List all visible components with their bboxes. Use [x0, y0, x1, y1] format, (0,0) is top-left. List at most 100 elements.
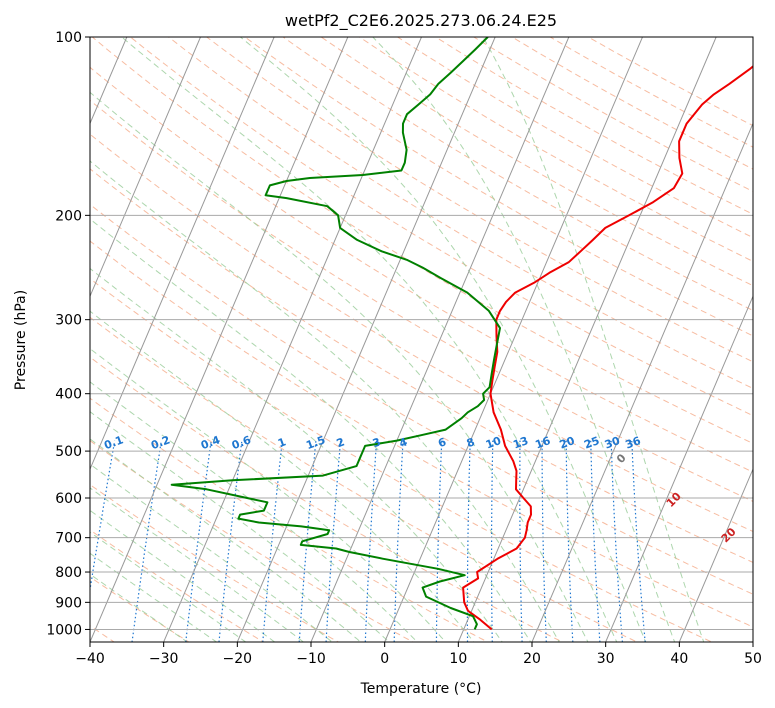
isotherm: [163, 37, 422, 642]
mixing-ratio-line: [519, 440, 523, 642]
dry-adiabat: [167, 37, 753, 389]
x-tick-label: −20: [223, 651, 253, 667]
dry-adiabat: [244, 37, 753, 337]
moist-adiabat: [90, 218, 532, 642]
x-tick-label: 20: [523, 651, 541, 667]
mixing-ratio-label: 30: [603, 434, 622, 452]
y-tick-label: 400: [55, 387, 82, 403]
isotherm: [678, 467, 753, 642]
mixing-ratio-label: 2: [335, 435, 347, 450]
dry-adiabat: [90, 529, 265, 642]
dry-adiabats: [90, 37, 753, 642]
mixing-ratio-line: [90, 440, 116, 594]
isotherm: [310, 37, 570, 642]
isotherms: [90, 37, 753, 642]
mixing-ratio-label: 0.2: [149, 433, 172, 452]
mixing-ratio-label: 1: [276, 435, 288, 450]
moist-adiabat: [90, 310, 475, 642]
line-labels: -100-90-80-70-60-50-40-30-20-10010203040…: [102, 433, 739, 545]
isotherm: [605, 295, 753, 642]
isotherm: [531, 122, 753, 642]
isotherm: [236, 37, 496, 642]
moist-adiabat: [90, 509, 276, 642]
moist-adiabat: [90, 411, 390, 642]
dry-adiabat: [90, 203, 753, 595]
dry-adiabat: [282, 37, 753, 312]
mixing-ratio-line: [131, 440, 162, 642]
y-tick-label: 500: [55, 444, 82, 460]
y-tick-label: 600: [55, 491, 82, 507]
mixing-ratio-label: 36: [624, 434, 643, 452]
mixing-ratio-line: [541, 440, 547, 642]
plot-frame: [89, 36, 754, 643]
moist-adiabat: [120, 37, 618, 642]
mixing-ratio-label: 1.5: [304, 433, 327, 452]
y-tick-label: 300: [55, 313, 82, 329]
sounding-traces: [170, 37, 753, 631]
moist-adiabat: [482, 37, 705, 642]
y-tick-label: 200: [55, 208, 82, 224]
isotherm: [90, 37, 275, 471]
mixing-ratio-line: [466, 440, 471, 642]
x-tick-label: 0: [380, 651, 389, 667]
moist-adiabat: [372, 37, 676, 642]
x-axis-ticks: −40 −30 −20 −10 0 10 20 30 40 50: [75, 642, 762, 667]
mixing-ratio-label: 10: [484, 434, 503, 452]
x-tick-label: −10: [296, 651, 326, 667]
moist-adiabat: [90, 531, 247, 642]
mixing-ratio-label: 0.6: [230, 433, 253, 452]
y-tick-label: 1000: [46, 622, 82, 638]
mixing-ratio-line: [218, 440, 243, 642]
x-tick-label: 30: [597, 651, 615, 667]
mixing-ratio-line: [590, 440, 601, 642]
x-tick-label: 10: [449, 651, 467, 667]
moist-adiabat: [90, 487, 305, 642]
mixing-ratio-label: 25: [582, 434, 601, 451]
mixing-ratio-line: [298, 440, 317, 642]
moist-adiabat: [90, 552, 218, 642]
mixing-ratio-lines: [90, 440, 646, 642]
mixing-ratio-label: 20: [558, 434, 577, 452]
dry-adiabat: [90, 356, 564, 642]
y-axis-label: Pressure (hPa): [13, 290, 29, 390]
mixing-ratio-label: 16: [533, 434, 552, 452]
isotherm: [90, 37, 201, 298]
y-axis-ticks: 100 200 300 400 500 600 700 800 900 1000: [46, 30, 90, 638]
dry-adiabat: [90, 168, 753, 563]
dewpoint-trace: [170, 37, 501, 630]
dry-adiabat: [90, 99, 753, 502]
temperature-trace: [462, 65, 753, 631]
mixing-ratio-label: 4: [397, 435, 409, 450]
mixing-ratio-line: [393, 440, 404, 642]
moist-adiabat: [239, 37, 647, 642]
isotherm: [457, 37, 717, 642]
moist-adiabat: [90, 463, 333, 642]
y-tick-label: 800: [55, 565, 82, 581]
moist-adiabat: [90, 267, 503, 642]
mixing-ratio-label: 13: [511, 434, 530, 451]
dry-adiabat: [90, 240, 753, 628]
mixing-ratio-label: 6: [436, 435, 448, 450]
mixing-ratio-label: 0.4: [199, 433, 222, 452]
chart-title: wetPf2_C2E6.2025.273.06.24.E25: [285, 11, 557, 31]
y-tick-label: 900: [55, 595, 82, 611]
moist-adiabat: [90, 573, 189, 642]
dry-adiabat: [90, 278, 713, 642]
dry-adiabat: [90, 483, 340, 642]
mixing-ratio-line: [325, 440, 342, 642]
mixing-ratio-line: [185, 440, 212, 642]
isotherm: [384, 37, 643, 642]
mixing-ratio-line: [364, 440, 378, 642]
x-tick-label: −40: [75, 651, 105, 667]
mixing-ratio-label: 3: [371, 435, 383, 450]
mixing-ratio-line: [610, 440, 624, 642]
plot-area: -100-90-80-70-60-50-40-30-20-10010203040…: [90, 37, 753, 642]
mixing-ratio-label: 0.1: [102, 433, 125, 452]
x-tick-label: −30: [149, 651, 179, 667]
dry-adiabat: [129, 37, 753, 417]
x-tick-label: 40: [670, 651, 688, 667]
x-tick-label: 50: [744, 651, 762, 667]
dry-adiabat: [90, 397, 489, 642]
